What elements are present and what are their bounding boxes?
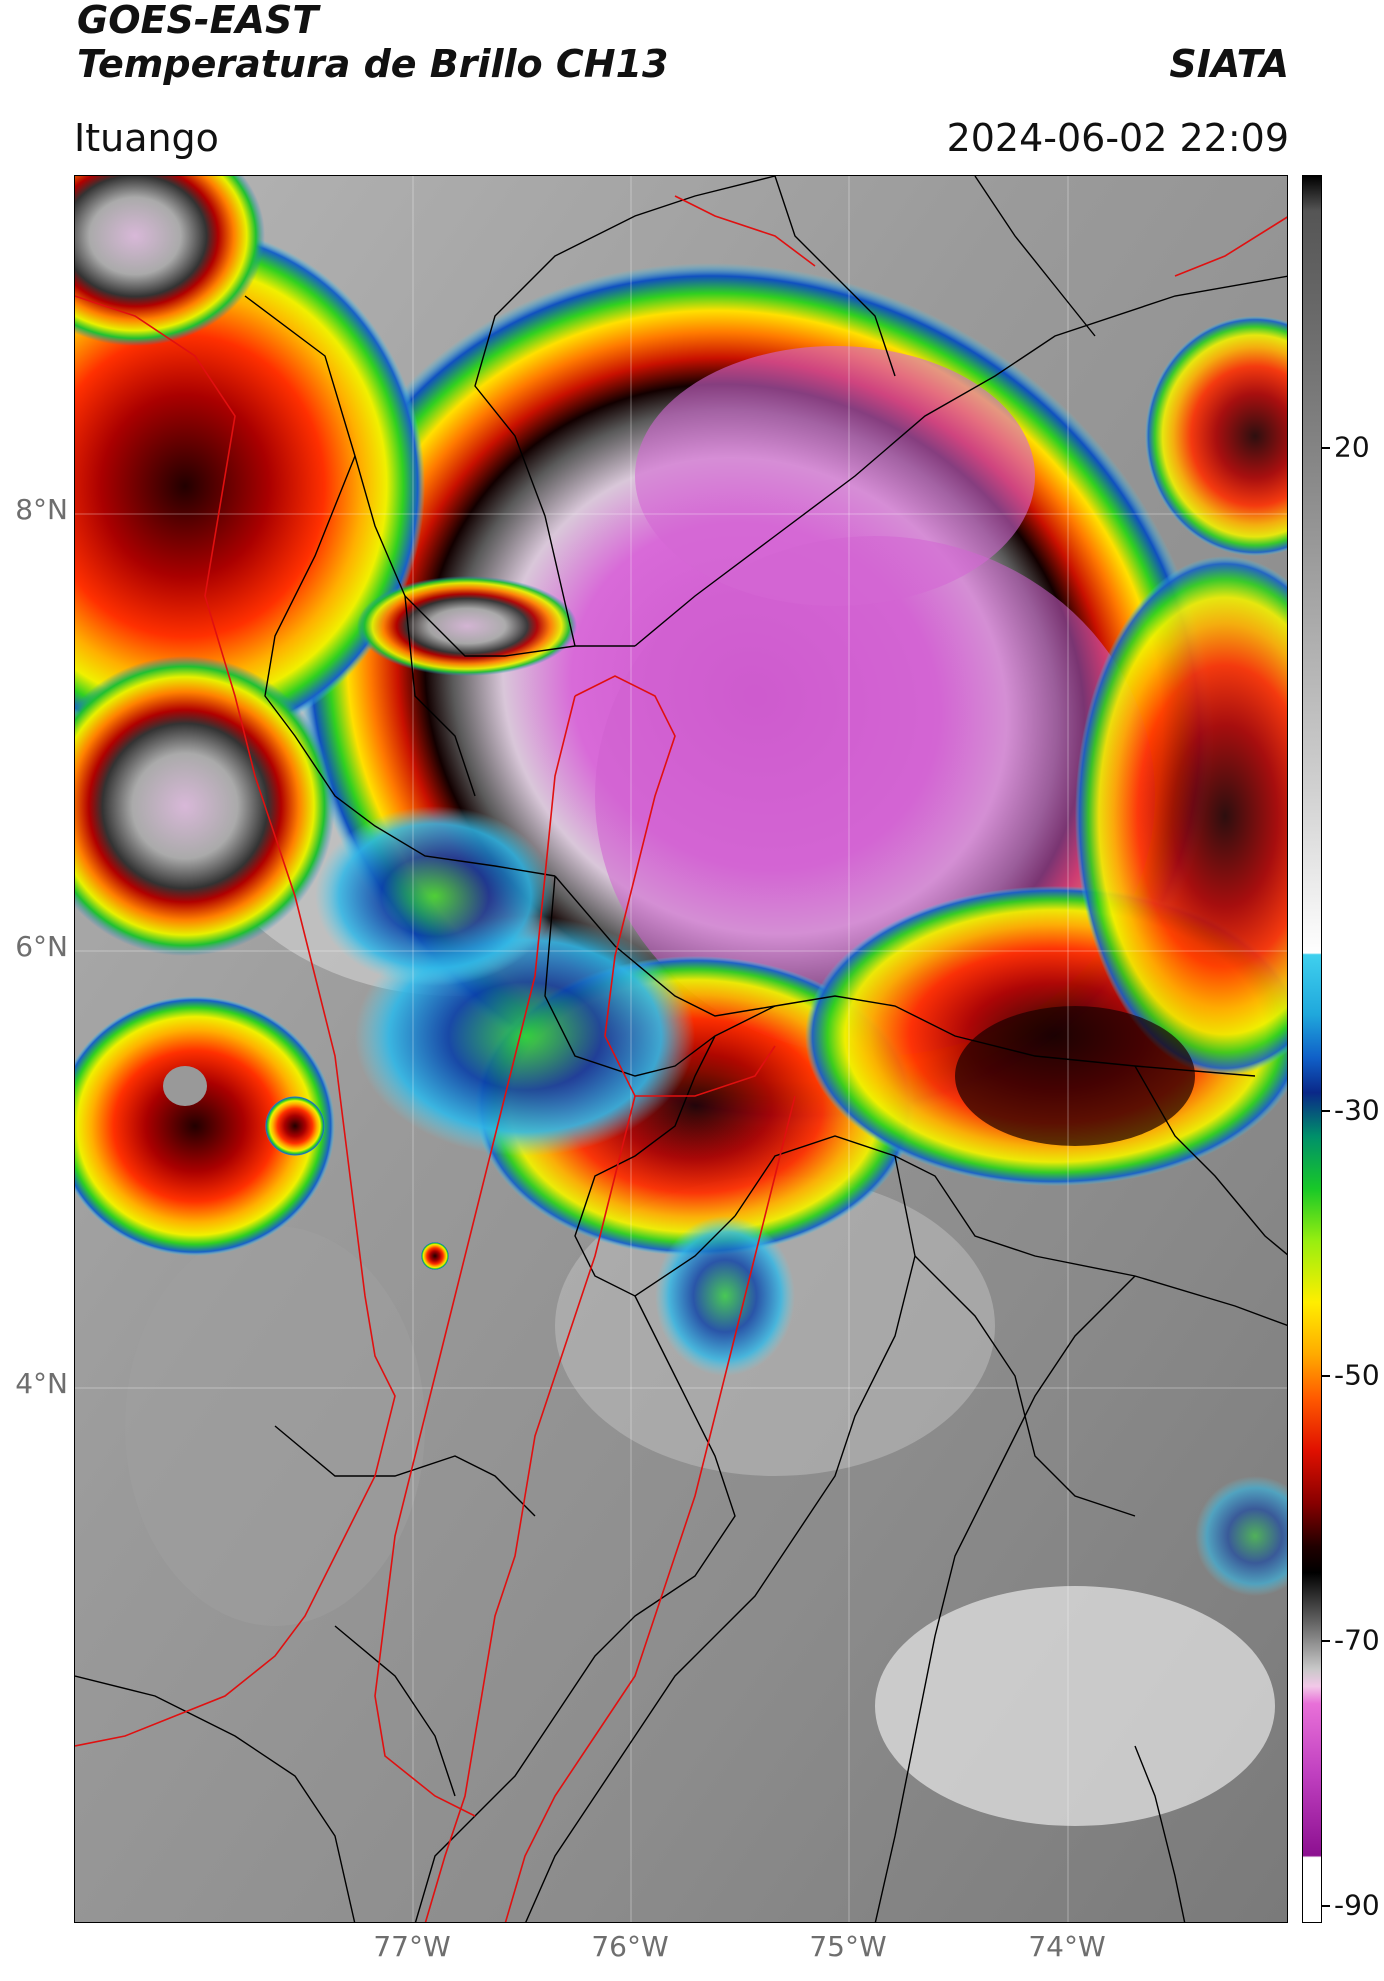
temperature-colorbar (1302, 175, 1322, 1923)
colorbar-label-20: 20 (1334, 430, 1370, 464)
colorbar-tick (1322, 1640, 1330, 1642)
colorbar-label-minus30: -30 (1334, 1093, 1380, 1127)
satellite-title: GOES-EAST (77, 0, 319, 42)
location-label: Ituango (74, 116, 219, 160)
colorbar-tick (1322, 1375, 1330, 1377)
isolated-storm-cell (75, 996, 335, 1256)
lon-label-77w: 77°W (373, 1930, 451, 1963)
lat-label-4n: 4°N (15, 1367, 68, 1400)
colorbar-label-minus70: -70 (1334, 1623, 1380, 1657)
colorbar-tick (1322, 1110, 1330, 1112)
lat-label-8n: 8°N (15, 493, 68, 526)
department-boundaries (75, 195, 1287, 1922)
organization-label: SIATA (1169, 42, 1289, 86)
timestamp-label: 2024-06-02 22:09 (946, 116, 1289, 160)
northwest-storm-cell (75, 226, 425, 746)
graticule (75, 176, 1287, 1922)
lon-label-75w: 75°W (809, 1930, 887, 1963)
colorbar-tick (1322, 447, 1330, 449)
municipal-boundaries (75, 176, 1287, 1922)
colorbar-label-minus90: -90 (1334, 1888, 1380, 1922)
lat-label-6n: 6°N (15, 930, 68, 963)
colorbar-tick (1322, 1905, 1330, 1907)
lon-label-74w: 74°W (1028, 1930, 1106, 1963)
colorbar-label-minus50: -50 (1334, 1358, 1380, 1392)
product-title: Temperatura de Brillo CH13 (77, 42, 669, 86)
satellite-map[interactable] (74, 175, 1288, 1923)
lon-label-76w: 76°W (591, 1930, 669, 1963)
west-storm-cell (75, 656, 335, 956)
